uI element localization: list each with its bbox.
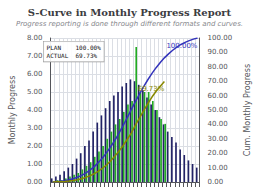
svg-text:Monthly Progress: Monthly Progress [8, 76, 17, 145]
svg-text:4.00: 4.00 [27, 106, 43, 114]
svg-text:80.00: 80.00 [208, 63, 228, 71]
svg-text:100.00: 100.00 [208, 34, 233, 42]
svg-text:0.00: 0.00 [27, 178, 43, 186]
svg-text:PLAN 100.00%: PLAN 100.00% [47, 44, 102, 51]
svg-text:50.00: 50.00 [208, 106, 228, 114]
svg-text:100.00%: 100.00% [166, 42, 197, 50]
svg-text:8.00: 8.00 [27, 34, 43, 42]
svg-text:90.00: 90.00 [208, 48, 228, 56]
svg-text:40.00: 40.00 [208, 120, 228, 128]
svg-text:S-Curve in Monthly Progress Re: S-Curve in Monthly Progress Report [28, 7, 232, 18]
svg-text:1.00: 1.00 [27, 160, 43, 168]
svg-text:0.00: 0.00 [208, 178, 224, 186]
svg-text:Cum. Monthly Progress: Cum. Monthly Progress [243, 64, 252, 156]
svg-text:2.00: 2.00 [27, 142, 43, 150]
svg-text:7.00: 7.00 [27, 52, 43, 60]
svg-text:69.73%: 69.73% [138, 85, 165, 93]
svg-text:60.00: 60.00 [208, 92, 228, 100]
svg-text:3.00: 3.00 [27, 124, 43, 132]
svg-text:20.00: 20.00 [208, 149, 228, 157]
svg-text:70.00: 70.00 [208, 77, 228, 85]
svg-text:6.00: 6.00 [27, 70, 43, 78]
svg-text:5.00: 5.00 [27, 88, 43, 96]
svg-text:10.00: 10.00 [208, 164, 228, 172]
svg-text:30.00: 30.00 [208, 135, 228, 143]
svg-text:Progress reporting is done thr: Progress reporting is done through diffe… [16, 20, 243, 28]
svg-text:ACTUAL 69.73%: ACTUAL 69.73% [47, 52, 98, 59]
